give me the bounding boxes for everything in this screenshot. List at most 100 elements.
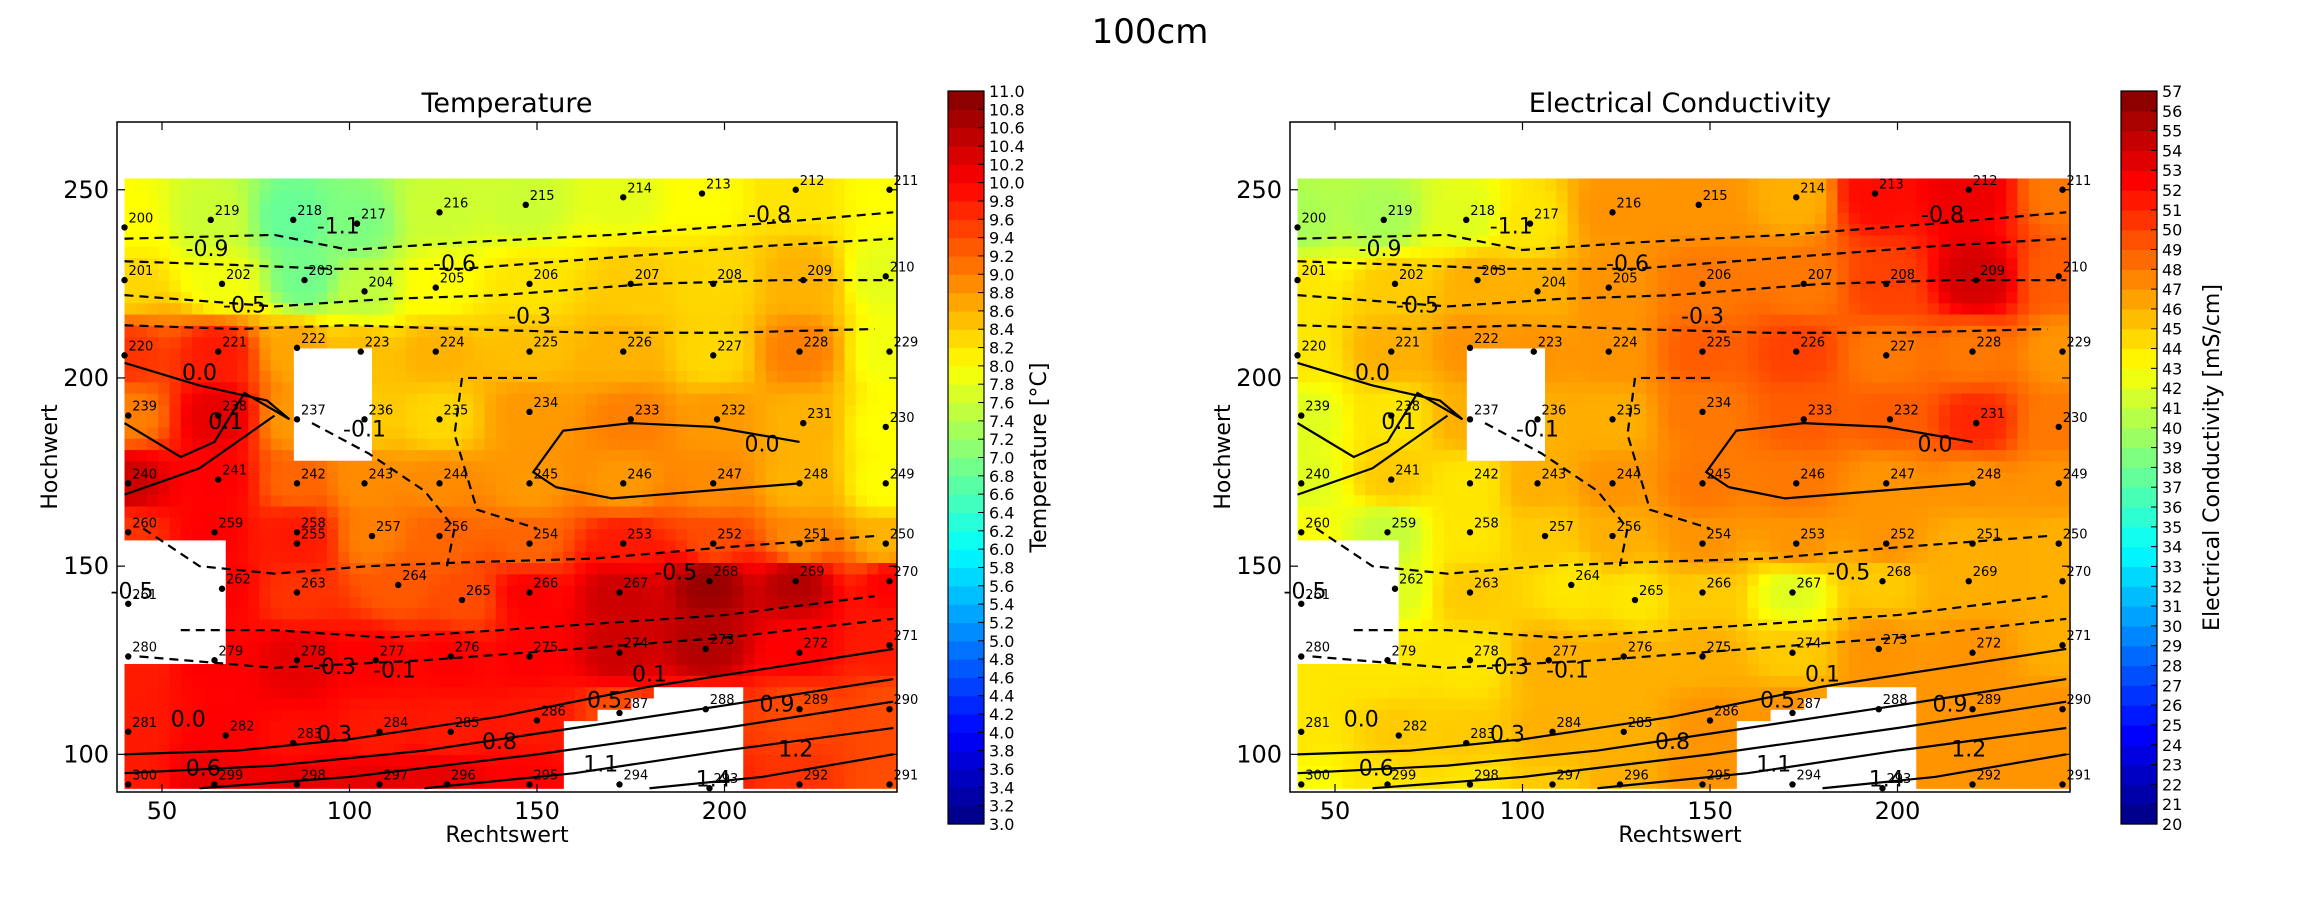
heatmap-cell: [507, 630, 519, 643]
sample-point: [293, 416, 301, 423]
heatmap-cell: [1353, 426, 1366, 439]
heatmap-cell: [147, 201, 159, 213]
heatmap-cell: [259, 675, 272, 688]
heatmap-cell: [765, 596, 778, 609]
heatmap-cell: [1432, 765, 1445, 778]
colorbar-segment: [948, 127, 984, 147]
heatmap-cell: [844, 381, 857, 394]
heatmap-cell: [1421, 641, 1434, 654]
heatmap-cell: [1342, 720, 1355, 733]
heatmap-cell: [349, 664, 362, 676]
heatmap-cell: [675, 652, 688, 665]
sample-point: [125, 480, 132, 487]
heatmap-cell: [630, 483, 643, 496]
heatmap-cell: [450, 505, 463, 518]
heatmap-cell: [462, 189, 474, 202]
sample-point: [706, 578, 713, 585]
sample-point: [796, 480, 803, 487]
heatmap-cell: [552, 212, 564, 225]
heatmap-cell: [507, 325, 519, 338]
heatmap-cell: [889, 302, 897, 315]
heatmap-cell: [1455, 393, 1467, 405]
heatmap-cell: [1365, 268, 1377, 281]
heatmap-cell: [765, 517, 778, 530]
heatmap-cell: [462, 325, 474, 338]
sample-point-label: 258: [301, 516, 326, 531]
heatmap-cell: [169, 336, 182, 349]
heatmap-cell: [540, 359, 553, 372]
heatmap-cell: [889, 528, 897, 541]
heatmap-cell: [214, 697, 227, 710]
heatmap-cell: [462, 472, 474, 484]
heatmap-cell: [574, 370, 587, 383]
heatmap-cell: [428, 415, 441, 428]
heatmap-cell: [889, 776, 897, 789]
sample-point: [882, 540, 889, 547]
heatmap-cell: [450, 743, 463, 755]
heatmap-cell: [1410, 257, 1422, 270]
heatmap-cell: [394, 178, 407, 191]
heatmap-cell: [867, 652, 879, 665]
heatmap-cell: [192, 313, 204, 326]
heatmap-cell: [709, 404, 722, 417]
sample-point-label: 278: [301, 644, 326, 659]
heatmap-cell: [1522, 302, 1535, 315]
heatmap-cell: [372, 731, 384, 744]
heatmap-cell: [563, 257, 576, 270]
heatmap-cell: [270, 765, 283, 778]
heatmap-cell: [1488, 472, 1501, 484]
heatmap-cell: [327, 528, 339, 541]
heatmap-cell: [709, 201, 722, 213]
heatmap-cell: [1432, 257, 1445, 270]
heatmap-cell: [405, 325, 418, 338]
heatmap-cell: [529, 370, 542, 383]
contour-label: -0.1: [373, 659, 416, 684]
contour-label: 0.8: [482, 730, 517, 755]
heatmap-cell: [282, 618, 294, 631]
heatmap-cell: [169, 212, 182, 225]
heatmap-cell: [1421, 359, 1434, 372]
sample-point-label: 299: [219, 768, 244, 783]
heatmap-cell: [1365, 291, 1377, 304]
heatmap-cell: [282, 664, 294, 676]
heatmap-cell: [1511, 257, 1524, 270]
heatmap-cell: [720, 370, 733, 383]
heatmap-cell: [1398, 720, 1411, 733]
heatmap-cell: [799, 675, 812, 688]
heatmap-cell: [810, 291, 823, 304]
heatmap-cell: [124, 754, 137, 767]
heatmap-cell: [383, 528, 396, 541]
heatmap-cell: [518, 483, 531, 496]
heatmap-cell: [349, 234, 362, 247]
heatmap-cell: [1511, 641, 1524, 654]
heatmap-cell: [484, 291, 497, 304]
heatmap-cell: [1511, 652, 1524, 665]
heatmap-cell: [237, 494, 249, 507]
heatmap-cell: [1421, 731, 1434, 744]
sample-point: [533, 717, 541, 724]
heatmap-cell: [822, 201, 834, 213]
heatmap-cell: [1432, 370, 1445, 383]
heatmap-cell: [889, 393, 897, 405]
heatmap-cell: [529, 472, 542, 484]
heatmap-cell: [765, 393, 778, 405]
sample-point-label: 253: [627, 528, 652, 543]
heatmap-cell: [1320, 234, 1332, 247]
heatmap-cell: [214, 438, 227, 451]
heatmap-cell: [1488, 630, 1501, 643]
heatmap-cell: [788, 754, 801, 767]
heatmap-cell: [1533, 743, 1546, 755]
heatmap-cell: [1376, 776, 1389, 789]
heatmap-cell: [1556, 370, 1569, 383]
heatmap-cell: [1488, 743, 1501, 755]
heatmap-cell: [1567, 370, 1580, 383]
heatmap-cell: [147, 460, 159, 473]
heatmap-cell: [698, 505, 711, 518]
heatmap-cell: [169, 697, 182, 710]
heatmap-cell: [799, 743, 812, 755]
heatmap-cell: [169, 201, 182, 213]
heatmap-cell: [417, 426, 429, 439]
heatmap-cell: [360, 336, 373, 349]
heatmap-cell: [169, 731, 182, 744]
heatmap-cell: [158, 494, 171, 507]
